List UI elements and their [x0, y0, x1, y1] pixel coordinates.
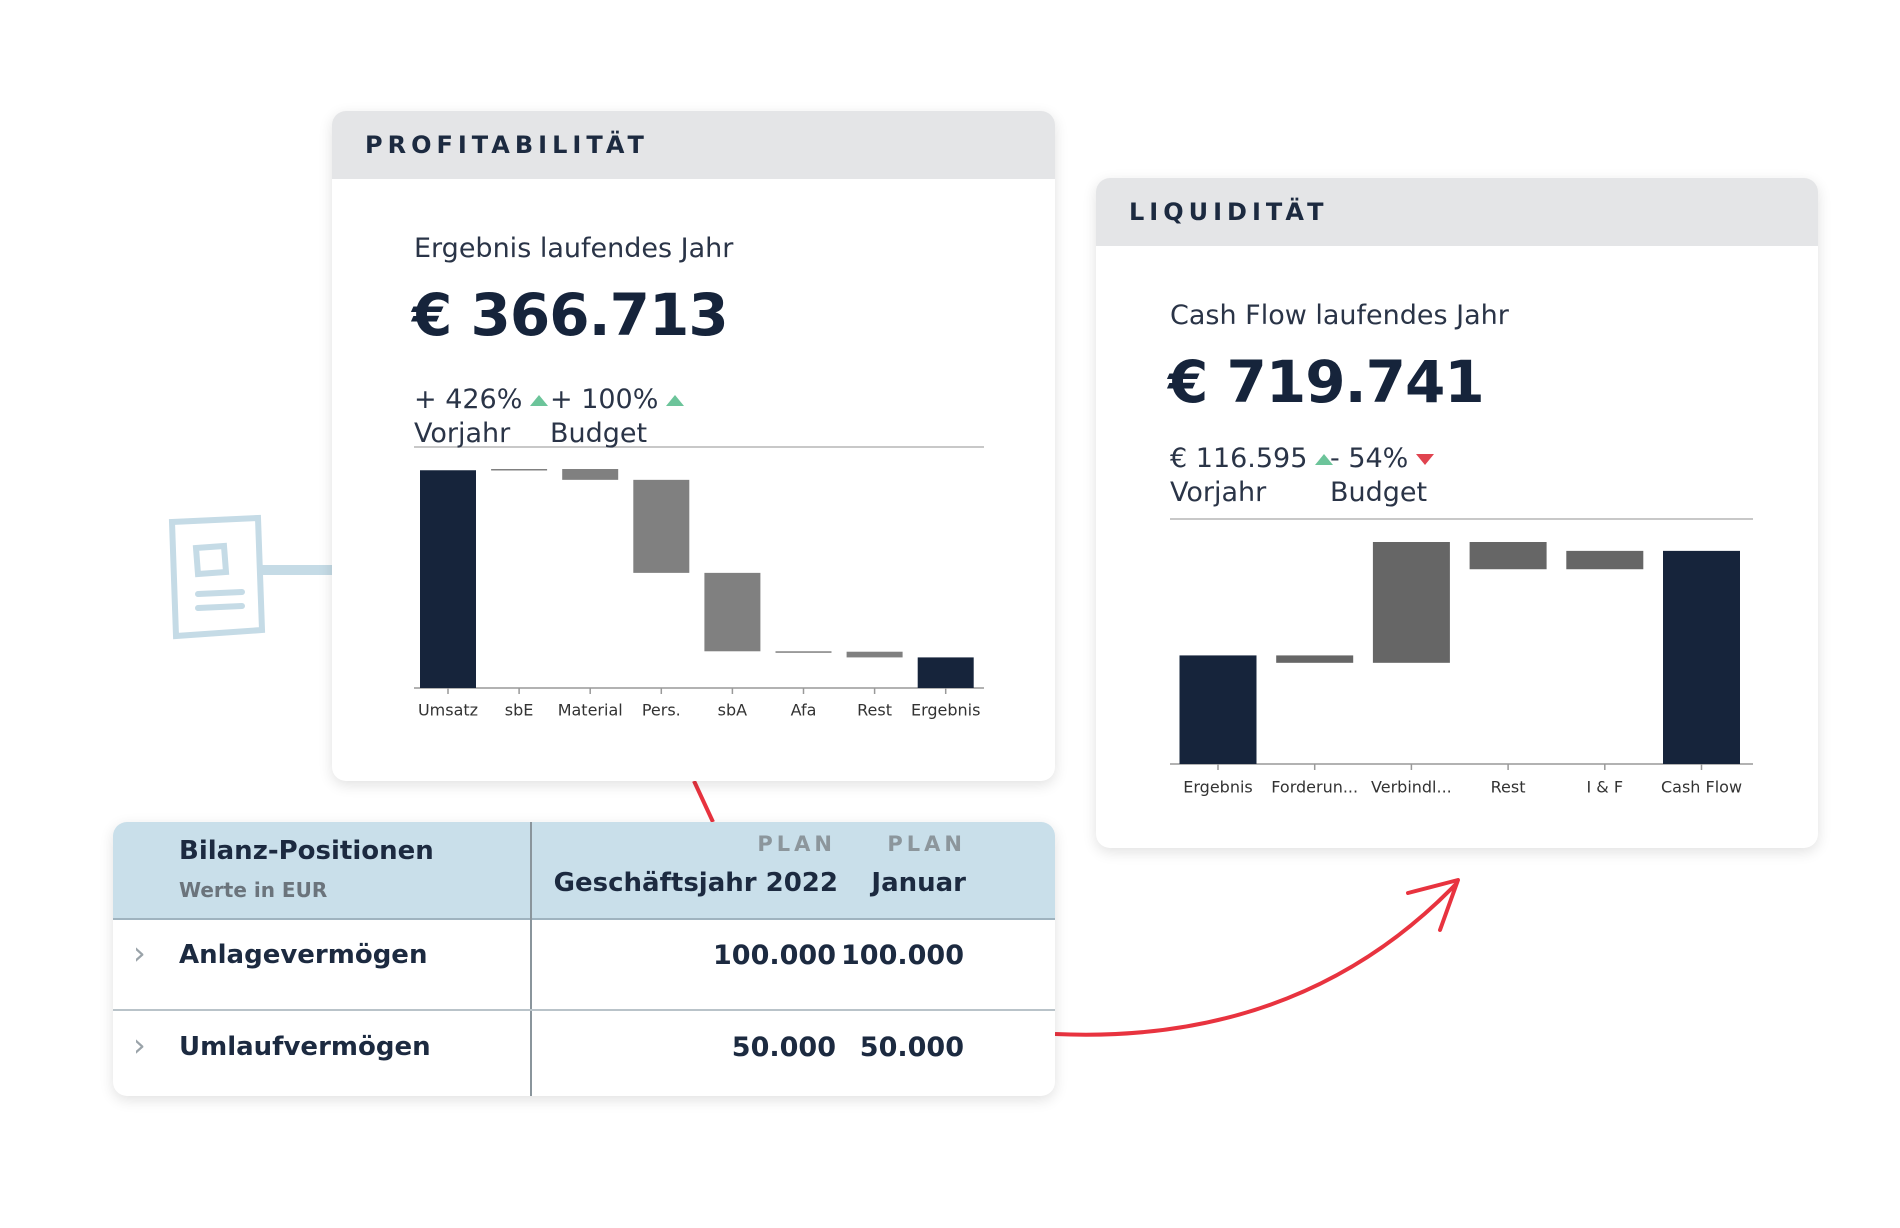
cell-value: 50.000	[859, 1032, 964, 1063]
delta-value: - 54%	[1330, 443, 1409, 474]
document-icon	[168, 514, 337, 640]
delta-value: + 100%	[550, 384, 659, 415]
kpi-delta: + 426% Vorjahr	[414, 383, 549, 451]
kpi-delta: + 100% Budget	[550, 383, 685, 451]
column-header: Geschäftsjahr 2022	[553, 868, 838, 898]
cell-value: 100.000	[713, 940, 836, 971]
trend-indicator	[1315, 454, 1334, 465]
waterfall-bar	[1372, 542, 1450, 663]
column-header: Januar	[871, 868, 966, 898]
waterfall-bar	[775, 651, 832, 653]
waterfall-bar	[420, 470, 476, 688]
table-header	[113, 822, 1055, 920]
kpi-value: € 366.713	[412, 281, 729, 349]
x-tick-label: Rest	[857, 701, 892, 720]
trend-indicator	[1416, 454, 1435, 465]
x-tick-label: Umsatz	[418, 701, 478, 720]
row-label: Umlaufvermögen	[179, 1032, 431, 1062]
trend-indicator	[666, 395, 685, 406]
waterfall-bar	[1469, 542, 1547, 570]
waterfall-bar	[1663, 550, 1740, 764]
connector-arrow	[692, 780, 715, 823]
kpi-delta: € 116.595 Vorjahr	[1170, 442, 1334, 510]
x-tick-label: Verbindl...	[1371, 778, 1452, 797]
row-divider	[113, 1009, 1055, 1011]
waterfall-bar	[562, 469, 619, 480]
x-tick-label: sbA	[718, 701, 747, 720]
x-tick-label: Cash Flow	[1661, 778, 1742, 797]
card-header: LIQUIDITÄT	[1096, 178, 1818, 246]
kpi-label: Cash Flow laufendes Jahr	[1170, 300, 1509, 331]
waterfall-bar	[846, 651, 903, 658]
x-tick-label: I & F	[1587, 778, 1624, 797]
delta-label: Budget	[550, 418, 648, 449]
waterfall-bar	[633, 479, 690, 573]
column-divider	[530, 822, 532, 1096]
table-title: Bilanz-Positionen	[179, 836, 434, 866]
x-tick-label: Forderun...	[1271, 778, 1358, 797]
cell-value: 100.000	[841, 940, 964, 971]
kpi-value: € 719.741	[1168, 348, 1485, 416]
card-header: PROFITABILITÄT	[332, 111, 1055, 179]
waterfall-bar	[917, 657, 974, 688]
x-tick-label: Rest	[1491, 778, 1526, 797]
x-tick-label: Material	[558, 701, 623, 720]
delta-label: Vorjahr	[414, 418, 511, 449]
column-kicker: PLAN	[757, 832, 836, 856]
x-tick-label: Pers.	[642, 701, 681, 720]
waterfall-bar	[491, 469, 548, 471]
table: Bilanz-Positionen Werte in EUR PLAN Gesch…	[113, 822, 1055, 1096]
flow-arrow	[1054, 882, 1458, 1037]
x-tick-label: Afa	[791, 701, 817, 720]
x-tick-label: Ergebnis	[911, 701, 980, 720]
arrow-head	[1406, 878, 1460, 932]
waterfall-bar	[1276, 655, 1354, 663]
table-subtitle: Werte in EUR	[179, 878, 328, 902]
x-tick-label: Ergebnis	[1183, 778, 1252, 797]
column-kicker: PLAN	[887, 832, 966, 856]
kpi-label: Ergebnis laufendes Jahr	[414, 233, 734, 264]
waterfall-bar	[704, 572, 761, 652]
delta-value: + 426%	[414, 384, 523, 415]
delta-label: Vorjahr	[1170, 477, 1267, 508]
kpi-delta: - 54% Budget	[1330, 442, 1435, 510]
expand-chevron: ›	[133, 1026, 146, 1064]
cell-value: 50.000	[731, 1032, 836, 1063]
separator	[1170, 518, 1753, 520]
expand-chevron: ›	[133, 934, 146, 972]
waterfall-bar	[1179, 655, 1257, 764]
waterfall-bar	[1566, 550, 1644, 570]
row-label: Anlagevermögen	[179, 940, 428, 970]
separator	[414, 446, 984, 448]
delta-label: Budget	[1330, 477, 1428, 508]
trend-indicator	[530, 395, 549, 406]
delta-value: € 116.595	[1170, 443, 1308, 474]
x-tick-label: sbE	[505, 701, 534, 720]
